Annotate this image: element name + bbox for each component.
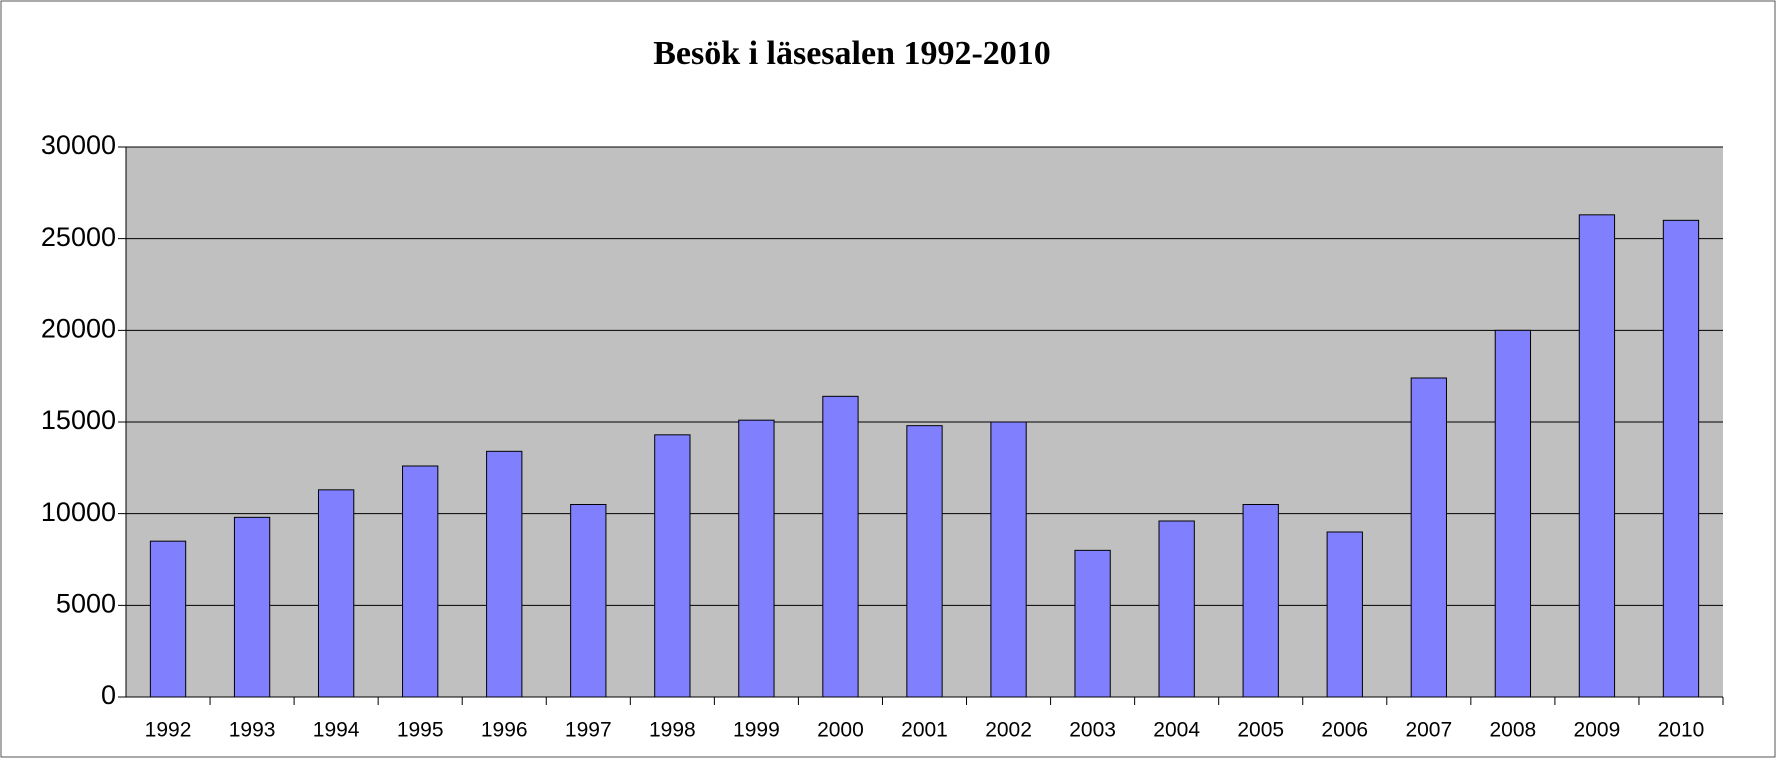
x-tick-label: 1993 xyxy=(229,719,276,742)
y-tick-label: 20000 xyxy=(41,313,116,343)
x-tick-label: 2000 xyxy=(817,719,864,742)
bar xyxy=(738,419,775,698)
bar xyxy=(1158,520,1195,698)
bar xyxy=(822,395,859,698)
bar xyxy=(1074,549,1111,698)
x-tick-label: 1999 xyxy=(733,719,780,742)
y-tick-label: 0 xyxy=(101,680,116,710)
bar xyxy=(1494,329,1532,698)
x-tick-label: 2006 xyxy=(1321,719,1368,742)
x-tick-label: 1996 xyxy=(481,719,528,742)
bar xyxy=(149,540,187,698)
bar xyxy=(990,421,1027,698)
x-tick-label: 2004 xyxy=(1153,719,1200,742)
x-tick-label: 2007 xyxy=(1405,719,1452,742)
x-tick-label: 2003 xyxy=(1069,719,1116,742)
y-tick-label: 5000 xyxy=(56,588,116,618)
x-tick-label: 1995 xyxy=(397,719,444,742)
x-tick-label: 2008 xyxy=(1490,719,1537,742)
x-tick-label: 2010 xyxy=(1658,719,1705,742)
bar xyxy=(1410,377,1447,698)
bar xyxy=(317,489,355,698)
x-tick-label: 2005 xyxy=(1237,719,1284,742)
bar xyxy=(233,516,271,698)
bar xyxy=(570,504,607,698)
x-tick-label: 2001 xyxy=(901,719,948,742)
bar xyxy=(654,434,691,698)
bar xyxy=(1662,219,1700,698)
y-tick-label: 10000 xyxy=(41,497,116,527)
bar xyxy=(486,450,523,698)
bar xyxy=(1326,531,1363,698)
chart-title: Besök i läsesalen 1992-2010 xyxy=(653,35,1051,72)
y-tick-label: 25000 xyxy=(41,222,116,252)
x-tick-label: 1994 xyxy=(313,719,360,742)
x-tick-label: 2002 xyxy=(985,719,1032,742)
y-tick-label: 30000 xyxy=(41,130,116,160)
bar xyxy=(906,425,943,698)
bar xyxy=(1242,504,1279,698)
x-tick-label: 1992 xyxy=(145,719,192,742)
bar xyxy=(1578,214,1616,698)
x-tick-label: 2009 xyxy=(1574,719,1621,742)
bar xyxy=(402,465,439,698)
x-tick-label: 1998 xyxy=(649,719,696,742)
y-tick-label: 15000 xyxy=(41,405,116,435)
x-tick-label: 1997 xyxy=(565,719,612,742)
